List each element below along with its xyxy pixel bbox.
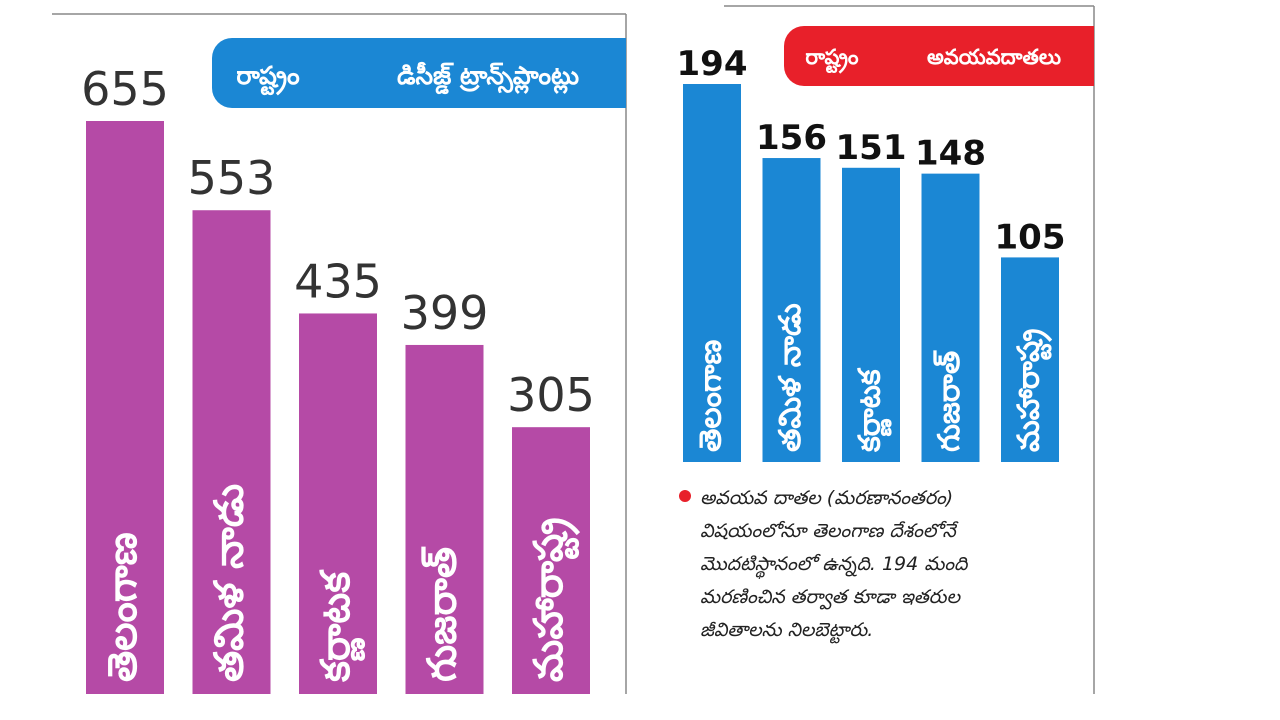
category-label: గుజరాత్: [932, 350, 967, 452]
header-metric-label: డిసీజ్డ్ ట్రాన్స్‌ప్లాంట్లు: [397, 61, 579, 95]
bar: [921, 173, 980, 463]
category-label: తెలంగాణ: [100, 532, 146, 682]
category-label: తమిళ నాడు: [773, 303, 808, 452]
header-pill: [784, 26, 1094, 86]
right-chart-panel: రాష్ట్రం అవయవదాతలు 194 తెలంగాణ 156 తమిళ నాడు 1…: [660, 0, 1280, 720]
data-label: 399: [401, 286, 489, 340]
bar: [192, 210, 271, 694]
data-label: 194: [677, 44, 748, 84]
category-label: గుజరాత్: [420, 546, 466, 682]
bar: [842, 167, 900, 462]
data-label: 105: [995, 217, 1066, 257]
category-label: మహారాష్ట్ర: [526, 517, 581, 682]
note-line: మొదటిస్థానంలో ఉన్నది. 194 మంది: [700, 553, 968, 575]
header-pill: [212, 38, 626, 108]
bar: [762, 158, 821, 462]
bar: [299, 313, 377, 694]
category-label: కర్ణాటక: [853, 367, 893, 453]
data-label: 148: [915, 134, 986, 174]
note-text: అవయవ దాతల (మరణానంతరం) విషయంలోనూ తెలంగాణ …: [679, 482, 1120, 647]
note-line: జీవితాలను నిలబెట్టారు.: [700, 619, 874, 641]
data-label: 156: [756, 118, 827, 158]
data-label: 553: [188, 151, 276, 205]
data-label: 151: [836, 128, 907, 168]
bullet-icon: [679, 490, 691, 502]
note-line: మరణించిన తర్వాత కూడా ఇతరుల: [700, 586, 960, 608]
bar: [86, 121, 164, 694]
note-line: అవయవ దాతల (మరణానంతరం): [700, 487, 954, 509]
deceased-transplants-chart: రాష్ట్రం డిసీజ్డ్ ట్రాన్స్‌ప్లాంట్లు655తె…: [52, 13, 627, 694]
note-line: విషయంలోనూ తెలంగాణ దేశంలోనే: [700, 520, 956, 542]
data-label: 305: [507, 368, 595, 422]
category-label: తెలంగాణ: [694, 340, 729, 452]
data-label: 655: [81, 62, 169, 116]
category-label: కర్ణాటక: [313, 569, 366, 683]
category-label: మహారాష్ట్ర: [1012, 329, 1053, 452]
left-chart-panel: రాష్ట్రం డిసీజ్డ్ ట్రాన్స్‌ప్లాంట్లు 655 తె…: [52, 13, 627, 694]
bar: [405, 344, 484, 694]
category-label: తమిళ నాడు: [207, 484, 253, 682]
bar: [512, 427, 590, 694]
bar: [683, 84, 741, 462]
bar: [1001, 257, 1059, 462]
data-label: 435: [294, 254, 382, 308]
header-metric-label: అవయవదాతలు: [927, 45, 1061, 69]
